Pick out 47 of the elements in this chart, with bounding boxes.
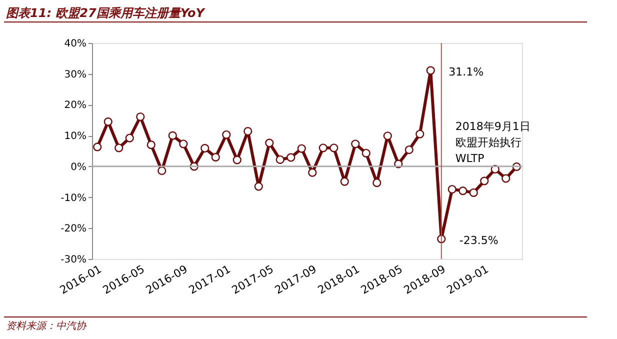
chart-title: 图表11: 欧盟27国乘用车注册量YoY bbox=[6, 6, 206, 20]
point bbox=[330, 144, 338, 152]
point bbox=[244, 126, 252, 136]
y-tick-label: -30% bbox=[60, 254, 86, 266]
point bbox=[200, 144, 210, 153]
point bbox=[286, 153, 296, 162]
point bbox=[502, 174, 510, 183]
point bbox=[232, 156, 242, 164]
point bbox=[404, 145, 414, 154]
point bbox=[469, 188, 478, 197]
y-tick-label: 0% bbox=[70, 162, 86, 173]
y-tick-label: 20% bbox=[64, 100, 86, 112]
point bbox=[362, 148, 370, 158]
point bbox=[318, 144, 328, 152]
y-tick-label: 30% bbox=[64, 69, 86, 80]
y-tick-label: 40% bbox=[64, 38, 86, 50]
point bbox=[104, 117, 112, 126]
point bbox=[114, 144, 124, 152]
point bbox=[351, 140, 360, 148]
point bbox=[168, 131, 177, 140]
point bbox=[211, 152, 220, 162]
point bbox=[297, 144, 306, 153]
point bbox=[416, 130, 424, 138]
point bbox=[254, 182, 263, 191]
point bbox=[340, 177, 349, 186]
point bbox=[448, 184, 456, 194]
y-tick-label: 10% bbox=[64, 131, 86, 142]
text: 资料来源：中汽协 bbox=[6, 320, 87, 332]
point bbox=[372, 178, 382, 188]
data-label: 31.1% bbox=[448, 65, 484, 78]
point bbox=[93, 142, 102, 152]
point bbox=[265, 138, 274, 148]
ref-line-label: 2018年9月1日欧盟开始执行WLTP bbox=[455, 120, 530, 165]
point bbox=[179, 140, 188, 148]
point bbox=[383, 132, 392, 140]
data-label: -23.5% bbox=[459, 234, 498, 247]
point bbox=[276, 155, 284, 164]
point bbox=[222, 130, 231, 139]
y-tick-label: -10% bbox=[60, 192, 86, 204]
point bbox=[146, 140, 156, 150]
point bbox=[480, 176, 489, 186]
point bbox=[426, 66, 435, 75]
point bbox=[125, 134, 134, 142]
point bbox=[458, 186, 468, 196]
point bbox=[308, 168, 317, 177]
y-tick-label: -20% bbox=[60, 224, 86, 235]
point bbox=[136, 112, 145, 122]
